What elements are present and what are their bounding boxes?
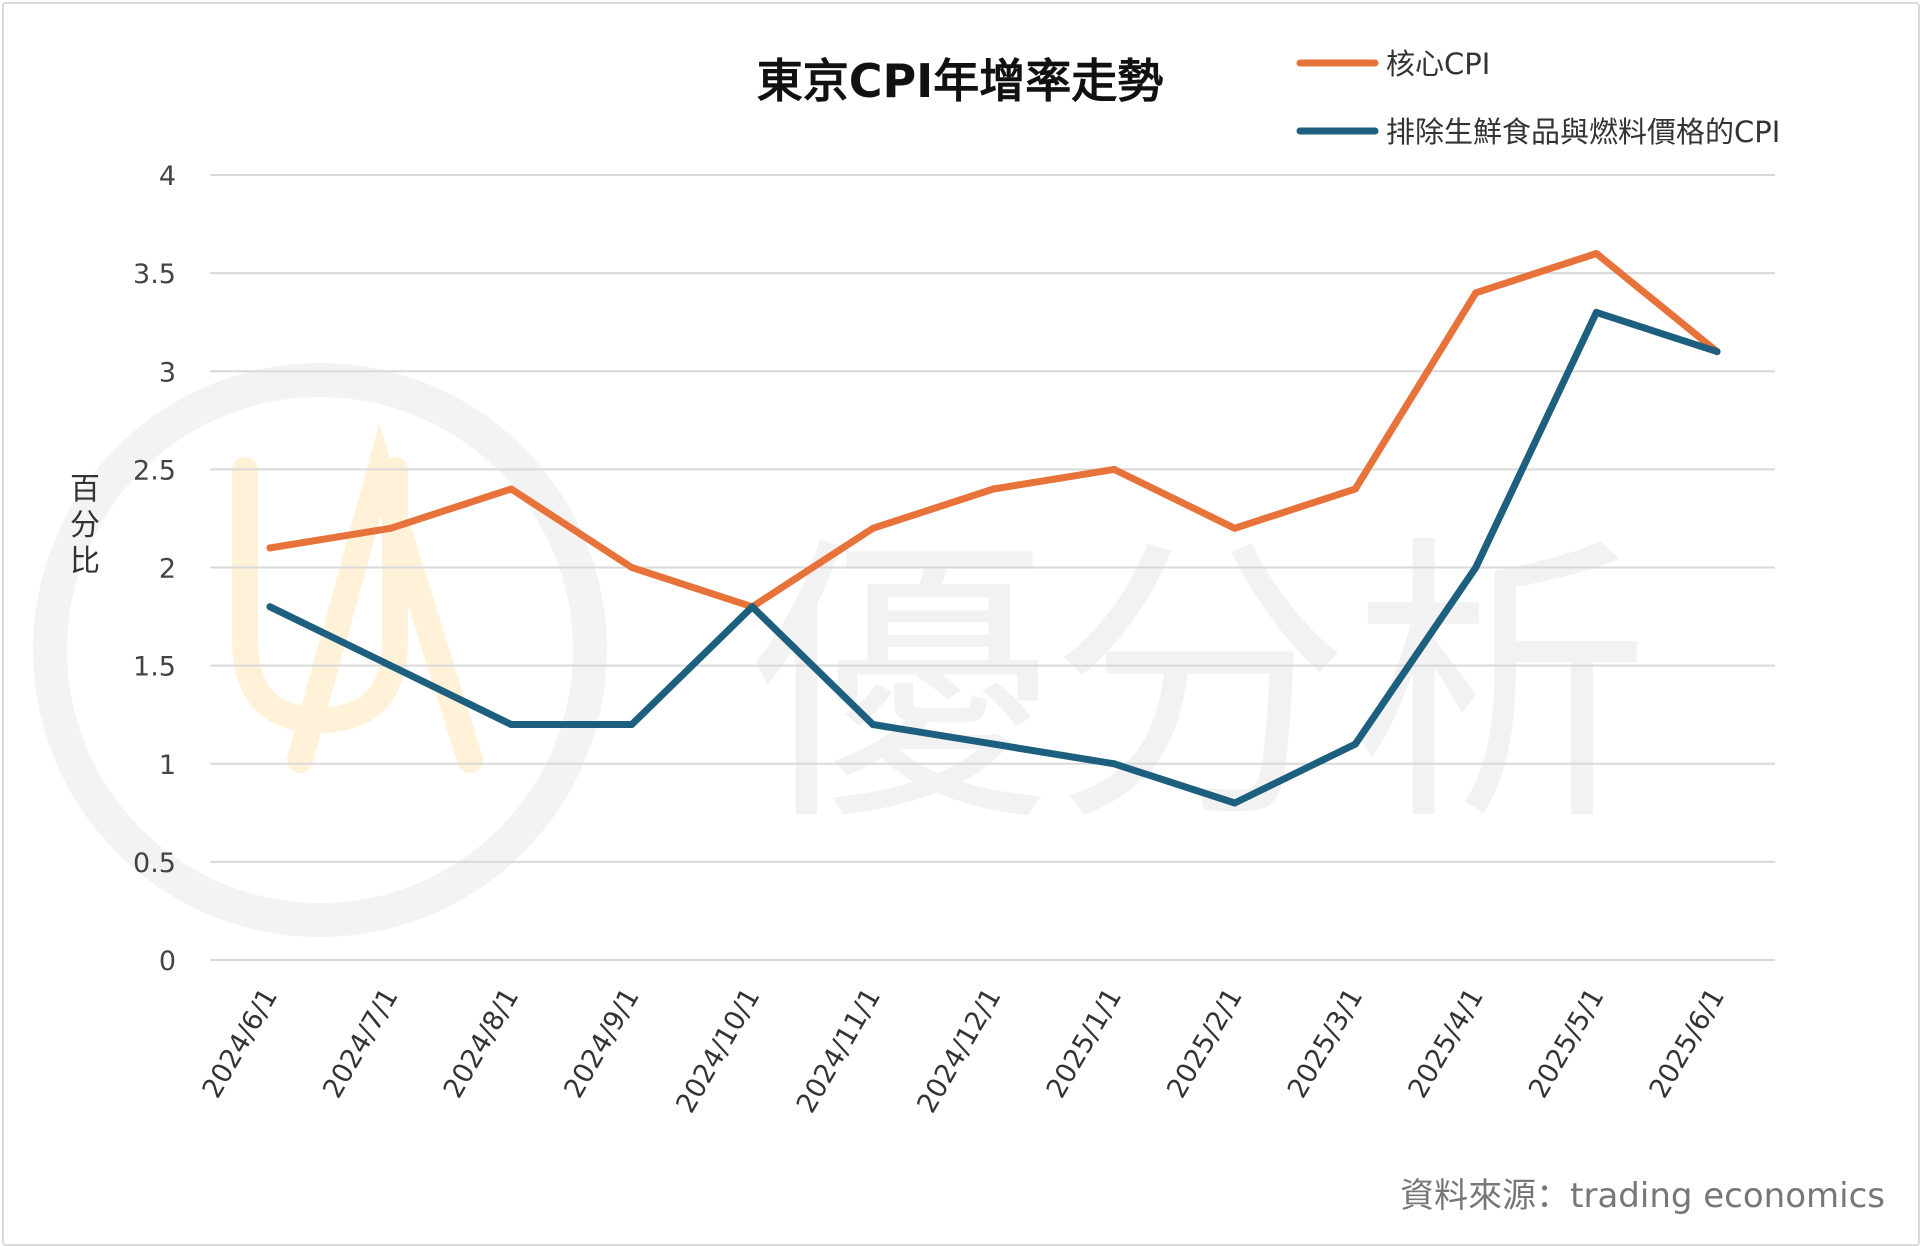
- x-tick-label: 2024/11/1: [791, 983, 887, 1118]
- x-tick-label: 2025/6/1: [1644, 983, 1731, 1104]
- data-point-core-cpi: [869, 524, 877, 532]
- x-tick-label: 2024/7/1: [317, 983, 404, 1104]
- data-point-core-core-cpi: [1592, 308, 1600, 316]
- series-layer: [266, 250, 1721, 807]
- data-point-core-cpi: [1110, 465, 1118, 473]
- data-point-core-core-cpi: [1351, 740, 1359, 748]
- data-point-core-cpi: [1351, 485, 1359, 493]
- gridlines: [210, 174, 1775, 961]
- watermark-logo-ring: [33, 363, 607, 937]
- data-point-core-core-cpi: [266, 603, 274, 611]
- data-point-core-cpi: [387, 524, 395, 532]
- data-point-core-core-cpi: [1231, 799, 1239, 807]
- data-point-core-core-cpi: [507, 721, 515, 728]
- x-tick-label: 2024/8/1: [438, 983, 525, 1104]
- data-point-core-core-cpi: [1110, 760, 1118, 768]
- data-point-core-core-cpi: [628, 721, 636, 728]
- source-note: 資料來源：trading economics: [1400, 1176, 1885, 1216]
- data-point-core-core-cpi: [748, 603, 756, 611]
- data-point-core-cpi: [1472, 289, 1480, 297]
- data-point-core-cpi: [507, 485, 515, 493]
- data-point-core-cpi: [1231, 524, 1239, 532]
- legend-label-core-cpi: 核心CPI: [1386, 47, 1490, 81]
- x-tick-label: 2025/5/1: [1523, 983, 1610, 1104]
- legend: 核心CPI 排除生鮮食品與燃料價格的CPI: [1296, 47, 1780, 149]
- y-tick-label: 1.5: [133, 652, 176, 683]
- data-point-core-cpi: [628, 564, 636, 571]
- y-tick-label: 0.5: [133, 848, 176, 879]
- y-tick-label: 3: [159, 357, 176, 388]
- watermark-text: 優分析: [750, 512, 1650, 861]
- data-point-core-cpi: [1592, 250, 1600, 257]
- x-tick-label: 2024/6/1: [197, 983, 284, 1104]
- y-axis-label: 百分比: [70, 472, 100, 579]
- data-point-core-core-cpi: [387, 662, 395, 670]
- chart-title: 東京CPI年增率走勢: [757, 54, 1164, 108]
- x-tick-label: 2025/1/1: [1041, 983, 1128, 1104]
- y-tick-label: 4: [159, 161, 176, 192]
- data-point-core-core-cpi: [1713, 348, 1721, 356]
- x-tick-label: 2024/9/1: [558, 983, 645, 1104]
- y-tick-label: 0: [159, 946, 176, 977]
- y-tick-label: 1: [159, 750, 176, 781]
- data-point-core-core-cpi: [1472, 564, 1480, 571]
- data-point-core-cpi: [990, 485, 997, 493]
- x-tick-label: 2024/10/1: [670, 983, 766, 1118]
- watermark: 優分析: [33, 363, 1650, 937]
- y-axis-ticks: 0 0.5 1 1.5 2 2.5 3 3.5 4: [133, 161, 176, 977]
- data-point-core-core-cpi: [990, 740, 997, 748]
- x-tick-label: 2024/12/1: [911, 983, 1007, 1118]
- data-point-core-cpi: [266, 544, 274, 552]
- x-tick-label: 2025/4/1: [1402, 983, 1489, 1104]
- data-point-core-core-cpi: [869, 721, 877, 728]
- x-axis-ticks: 2024/6/1 2024/7/1 2024/8/1 2024/9/1 2024/10/…: [197, 983, 1731, 1118]
- y-tick-label: 2: [159, 554, 176, 585]
- y-tick-label: 2.5: [133, 455, 176, 486]
- x-tick-label: 2025/3/1: [1282, 983, 1369, 1104]
- x-tick-label: 2025/2/1: [1161, 983, 1248, 1104]
- legend-label-core-core-cpi: 排除生鮮食品與燃料價格的CPI: [1386, 115, 1780, 149]
- y-tick-label: 3.5: [133, 259, 176, 290]
